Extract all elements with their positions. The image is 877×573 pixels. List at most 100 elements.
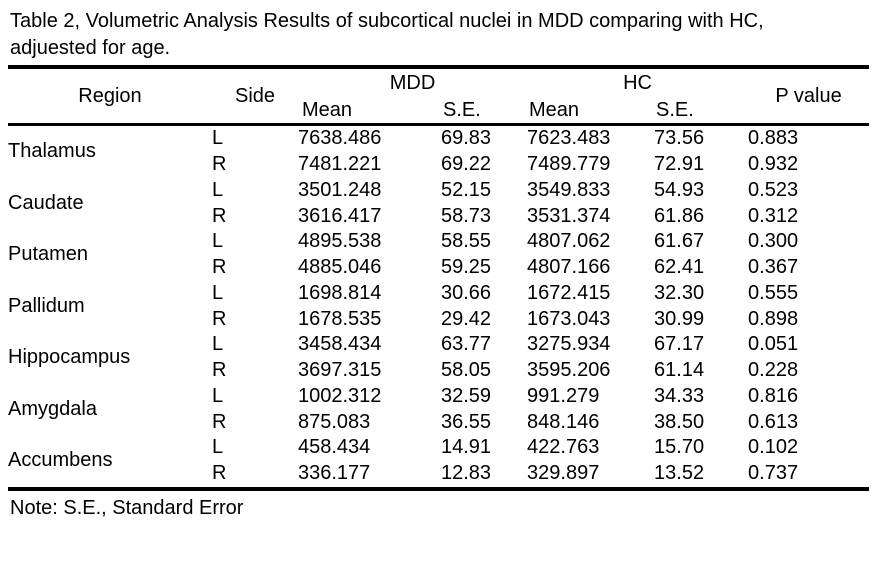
volumetric-results-table: Region Side MDD HC P value Mean S.E. Mea… xyxy=(8,65,870,491)
side-cell: R xyxy=(212,462,227,485)
column-header-side: Side xyxy=(234,84,276,107)
side-cell: L xyxy=(212,230,224,253)
mdd-se-cell: 59.25 xyxy=(441,256,492,279)
mdd-mean-cell: 1698.814 xyxy=(298,281,382,304)
table-row: Caudate L 3501.248 52.15 3549.833 54.93 0.523 xyxy=(8,178,869,214)
p-value-cell: 0.613 xyxy=(748,410,799,433)
hc-mean-cell: 3595.206 xyxy=(527,359,611,382)
p-value-cell: 0.300 xyxy=(748,230,799,253)
side-cell: L xyxy=(212,281,224,304)
p-value-cell: 0.932 xyxy=(748,153,799,176)
p-value-cell: 0.102 xyxy=(748,436,799,459)
hc-se-cell: 62.41 xyxy=(654,256,705,279)
column-header-mdd-se: S.E. xyxy=(443,98,481,121)
hc-mean-cell: 4807.062 xyxy=(527,230,611,253)
p-value-cell: 0.816 xyxy=(748,384,799,407)
p-value-cell: 0.737 xyxy=(748,462,799,485)
side-cell: R xyxy=(212,153,227,176)
region-cell: Putamen xyxy=(8,243,89,266)
mdd-mean-cell: 3501.248 xyxy=(298,178,382,201)
hc-se-cell: 15.70 xyxy=(654,436,705,459)
hc-se-cell: 34.33 xyxy=(654,384,705,407)
side-cell: R xyxy=(212,307,227,330)
side-cell: R xyxy=(212,359,227,382)
side-cell: R xyxy=(212,204,227,227)
p-value-cell: 0.523 xyxy=(748,178,799,201)
table-caption-line-1: Table 2, Volumetric Analysis Results of … xyxy=(10,10,764,32)
mdd-se-cell: 63.77 xyxy=(441,333,492,356)
hc-se-cell: 13.52 xyxy=(654,462,705,485)
mdd-mean-cell: 7481.221 xyxy=(298,153,382,176)
table-row: R 875.083 36.55 848.146 38.50 0.613 xyxy=(8,409,869,435)
hc-se-cell: 54.93 xyxy=(654,178,705,201)
column-header-hc-mean: Mean xyxy=(529,98,580,121)
p-value-cell: 0.555 xyxy=(748,281,799,304)
hc-mean-cell: 4807.166 xyxy=(527,256,611,279)
mdd-mean-cell: 336.177 xyxy=(298,462,371,485)
hc-se-cell: 38.50 xyxy=(654,410,705,433)
p-value-cell: 0.228 xyxy=(748,359,799,382)
table-row: R 3697.315 58.05 3595.206 61.14 0.228 xyxy=(8,358,869,384)
mdd-mean-cell: 7638.486 xyxy=(298,127,382,150)
header-sub-row: Mean S.E. Mean S.E. xyxy=(8,97,869,125)
hc-mean-cell: 422.763 xyxy=(527,436,600,459)
mdd-se-cell: 58.05 xyxy=(441,359,492,382)
column-group-hc: HC xyxy=(623,71,652,94)
hc-mean-cell: 7623.483 xyxy=(527,127,611,150)
hc-mean-cell: 329.897 xyxy=(527,462,600,485)
mdd-mean-cell: 3616.417 xyxy=(298,204,382,227)
hc-mean-cell: 1672.415 xyxy=(527,281,611,304)
table-row: R 3616.417 58.73 3531.374 61.86 0.312 xyxy=(8,203,869,229)
table-note: Note: S.E., Standard Error xyxy=(10,496,244,519)
mdd-mean-cell: 3458.434 xyxy=(298,333,382,356)
table-row: R 7481.221 69.22 7489.779 72.91 0.932 xyxy=(8,152,869,178)
p-value-cell: 0.312 xyxy=(748,204,799,227)
mdd-se-cell: 29.42 xyxy=(441,307,492,330)
table-row: Putamen L 4895.538 58.55 4807.062 61.67 0.300 xyxy=(8,229,869,265)
hc-mean-cell: 1673.043 xyxy=(527,307,611,330)
region-cell: Hippocampus xyxy=(8,346,131,369)
table-row: Accumbens L 458.434 14.91 422.763 15.70 0.102 xyxy=(8,435,869,471)
mdd-se-cell: 14.91 xyxy=(441,436,492,459)
table-row: Hippocampus L 3458.434 63.77 3275.934 67.17 0.… xyxy=(8,332,869,368)
hc-mean-cell: 3549.833 xyxy=(527,178,611,201)
hc-se-cell: 73.56 xyxy=(654,127,705,150)
column-header-mdd-mean: Mean xyxy=(302,98,353,121)
column-header-hc-se: S.E. xyxy=(656,98,694,121)
table-caption-line-2: adjuested for age. xyxy=(10,37,171,59)
hc-mean-cell: 7489.779 xyxy=(527,153,611,176)
table-body: Thalamus L 7638.486 69.83 7623.483 73.56 0.883… xyxy=(8,125,869,489)
mdd-se-cell: 32.59 xyxy=(441,384,492,407)
side-cell: R xyxy=(212,256,227,279)
mdd-mean-cell: 4885.046 xyxy=(298,256,382,279)
side-cell: L xyxy=(212,436,224,459)
mdd-se-cell: 12.83 xyxy=(441,462,492,485)
column-header-p-value: P value xyxy=(775,84,842,107)
region-cell: Thalamus xyxy=(8,140,96,163)
table-row: Thalamus L 7638.486 69.83 7623.483 73.56 0.883 xyxy=(8,125,869,162)
region-cell: Accumbens xyxy=(8,449,113,472)
table-row: Amygdala L 1002.312 32.59 991.279 34.33 0.816 xyxy=(8,384,869,420)
mdd-se-cell: 30.66 xyxy=(441,281,492,304)
side-cell: L xyxy=(212,384,224,407)
hc-se-cell: 67.17 xyxy=(654,333,705,356)
hc-se-cell: 72.91 xyxy=(654,153,705,176)
side-cell: L xyxy=(212,178,224,201)
table-row: Pallidum L 1698.814 30.66 1672.415 32.30 0.555 xyxy=(8,281,869,317)
mdd-se-cell: 58.73 xyxy=(441,204,492,227)
p-value-cell: 0.367 xyxy=(748,256,799,279)
hc-mean-cell: 3275.934 xyxy=(527,333,611,356)
mdd-se-cell: 58.55 xyxy=(441,230,492,253)
hc-se-cell: 32.30 xyxy=(654,281,705,304)
hc-se-cell: 61.67 xyxy=(654,230,705,253)
mdd-mean-cell: 4895.538 xyxy=(298,230,382,253)
mdd-se-cell: 69.22 xyxy=(441,153,492,176)
table-row: R 4885.046 59.25 4807.166 62.41 0.367 xyxy=(8,255,869,281)
p-value-cell: 0.051 xyxy=(748,333,799,356)
side-cell: L xyxy=(212,127,224,150)
mdd-mean-cell: 875.083 xyxy=(298,410,371,433)
p-value-cell: 0.883 xyxy=(748,127,799,150)
region-cell: Pallidum xyxy=(8,294,85,317)
table-caption: Table 2, Volumetric Analysis Results of … xyxy=(0,0,877,62)
